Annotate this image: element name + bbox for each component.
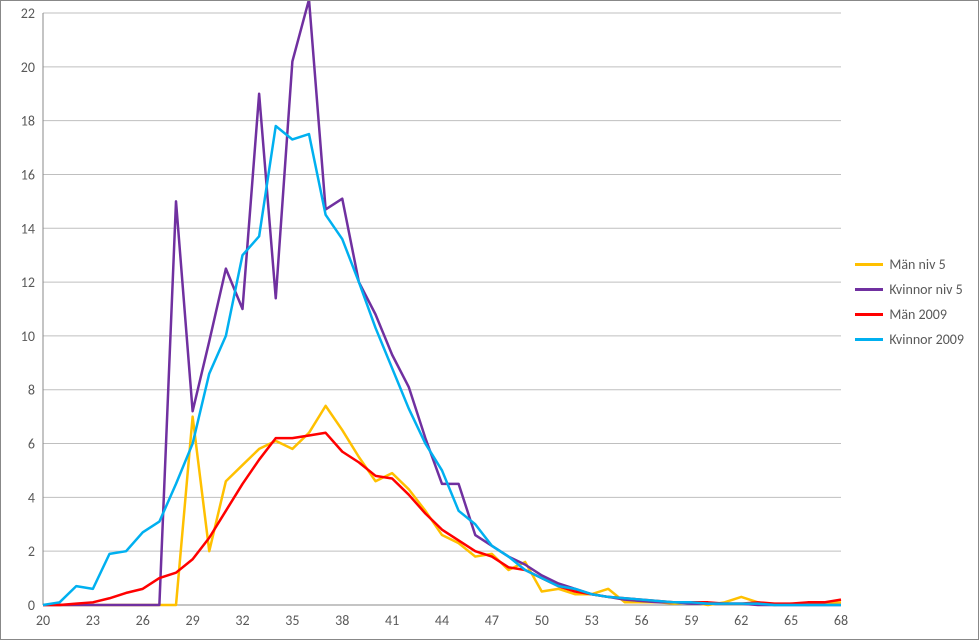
y-tick-label: 6	[28, 436, 35, 453]
y-tick-label: 18	[21, 113, 35, 130]
x-tick-label: 23	[86, 612, 100, 629]
legend-label: Män niv 5	[889, 256, 945, 273]
chart-container: 0246810121416182022202326293235384144475…	[0, 0, 979, 640]
line-chart: 0246810121416182022202326293235384144475…	[1, 1, 979, 641]
y-tick-label: 14	[21, 220, 35, 237]
legend-item: Kvinnor 2009	[855, 331, 964, 348]
x-tick-label: 62	[734, 612, 748, 629]
legend-label: Kvinnor 2009	[889, 331, 964, 348]
legend-item: Kvinnor niv 5	[855, 281, 964, 298]
x-tick-label: 41	[385, 612, 399, 629]
x-tick-label: 50	[535, 612, 549, 629]
y-tick-label: 20	[21, 59, 35, 76]
legend-swatch	[855, 338, 883, 341]
x-tick-label: 32	[235, 612, 249, 629]
x-tick-label: 47	[485, 612, 499, 629]
y-tick-label: 2	[28, 543, 35, 560]
y-tick-label: 10	[21, 328, 35, 345]
y-tick-label: 8	[28, 382, 35, 399]
legend-item: Män niv 5	[855, 256, 964, 273]
x-tick-label: 35	[285, 612, 299, 629]
x-tick-label: 59	[684, 612, 698, 629]
x-tick-label: 68	[834, 612, 848, 629]
legend-swatch	[855, 263, 883, 266]
legend-label: Kvinnor niv 5	[889, 281, 962, 298]
x-tick-label: 65	[784, 612, 798, 629]
legend: Män niv 5 Kvinnor niv 5 Män 2009 Kvinnor 20…	[855, 256, 964, 356]
x-tick-label: 44	[435, 612, 449, 629]
legend-swatch	[855, 313, 883, 316]
y-tick-label: 12	[21, 274, 35, 291]
x-tick-label: 20	[36, 612, 50, 629]
x-tick-label: 38	[335, 612, 349, 629]
x-tick-label: 56	[634, 612, 648, 629]
x-tick-label: 26	[136, 612, 150, 629]
y-tick-label: 22	[21, 5, 35, 22]
legend-item: Män 2009	[855, 306, 964, 323]
legend-label: Män 2009	[889, 306, 947, 323]
y-tick-label: 16	[21, 166, 35, 183]
y-tick-label: 0	[28, 597, 35, 614]
legend-swatch	[855, 288, 883, 291]
x-tick-label: 53	[585, 612, 599, 629]
x-tick-label: 29	[186, 612, 200, 629]
y-tick-label: 4	[28, 489, 35, 506]
